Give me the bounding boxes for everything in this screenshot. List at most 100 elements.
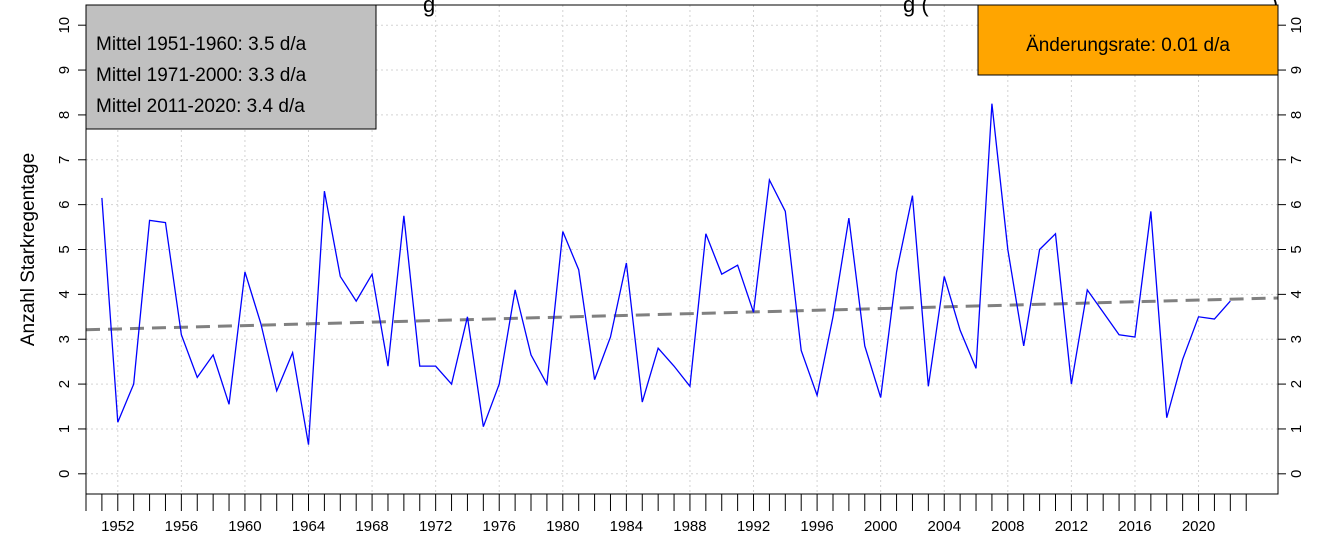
y-tick-label-right: 9 xyxy=(1288,66,1305,74)
data-point xyxy=(324,190,326,192)
data-point xyxy=(753,312,755,314)
title-fragment-left: g xyxy=(423,0,435,17)
y-tick-label-left: 10 xyxy=(56,17,73,34)
y-tick-label-left: 5 xyxy=(56,245,73,253)
data-point xyxy=(308,444,310,446)
data-point xyxy=(1007,249,1009,251)
data-point xyxy=(498,383,500,385)
y-tick-label-right: 7 xyxy=(1288,156,1305,164)
data-point xyxy=(165,222,167,224)
data-point xyxy=(181,334,183,336)
means-box-line: Mittel 2011-2020: 3.4 d/a xyxy=(96,96,305,117)
data-point xyxy=(1023,345,1025,347)
y-tick-label-right: 2 xyxy=(1288,380,1305,388)
data-point xyxy=(721,273,723,275)
data-point xyxy=(1150,211,1152,213)
x-tick-label: 2004 xyxy=(928,518,961,535)
y-tick-label-right: 4 xyxy=(1288,290,1305,298)
series-line xyxy=(101,103,1231,445)
data-point xyxy=(260,323,262,325)
y-tick-label-left: 0 xyxy=(56,470,73,478)
data-point xyxy=(705,233,707,235)
x-tick-label: 1984 xyxy=(610,518,643,535)
data-point xyxy=(991,103,993,105)
data-series xyxy=(101,103,1232,446)
data-point xyxy=(101,197,103,199)
data-point xyxy=(562,231,564,233)
data-point xyxy=(1182,359,1184,361)
data-point xyxy=(1230,300,1232,302)
data-point xyxy=(578,269,580,271)
data-point xyxy=(451,383,453,385)
x-tick-label: 1956 xyxy=(165,518,198,535)
x-tick-label: 1960 xyxy=(228,518,261,535)
data-point xyxy=(1071,383,1073,385)
data-point xyxy=(1166,417,1168,419)
data-point xyxy=(117,421,119,423)
data-point xyxy=(800,350,802,352)
data-point xyxy=(1134,336,1136,338)
data-point xyxy=(1198,316,1200,318)
data-point xyxy=(228,403,230,405)
data-point xyxy=(514,289,516,291)
y-tick-label-left: 1 xyxy=(56,425,73,433)
data-point xyxy=(864,345,866,347)
x-tick-label: 1992 xyxy=(737,518,770,535)
y-tick-label-left: 4 xyxy=(56,290,73,298)
means-box-line: Mittel 1971-2000: 3.3 d/a xyxy=(96,65,307,86)
x-tick-label: 2000 xyxy=(864,518,897,535)
x-tick-label: 2016 xyxy=(1118,518,1151,535)
x-tick-label: 1980 xyxy=(546,518,579,535)
y-tick-label-right: 1 xyxy=(1288,425,1305,433)
data-point xyxy=(896,271,898,273)
x-tick-label: 1972 xyxy=(419,518,452,535)
data-point xyxy=(1102,312,1104,314)
y-tick-label-right: 5 xyxy=(1288,245,1305,253)
data-point xyxy=(196,377,198,379)
y-tick-label-left: 7 xyxy=(56,156,73,164)
x-tick-label: 1968 xyxy=(355,518,388,535)
data-point xyxy=(371,273,373,275)
x-tick-label: 2020 xyxy=(1182,518,1215,535)
data-point xyxy=(657,347,659,349)
data-point xyxy=(1118,334,1120,336)
data-point xyxy=(435,365,437,367)
data-point xyxy=(610,336,612,338)
data-point xyxy=(769,179,771,181)
data-point xyxy=(959,329,961,331)
data-point xyxy=(276,390,278,392)
data-point xyxy=(975,368,977,370)
data-point xyxy=(626,262,628,264)
y-tick-label-right: 8 xyxy=(1288,111,1305,119)
data-point xyxy=(928,386,930,388)
means-box-background xyxy=(85,4,377,130)
trend-dashed-line xyxy=(85,296,1279,332)
data-point xyxy=(419,365,421,367)
data-point xyxy=(673,365,675,367)
data-point xyxy=(1039,249,1041,251)
y-tick-label-left: 8 xyxy=(56,111,73,119)
x-tick-label: 1988 xyxy=(673,518,706,535)
data-point xyxy=(292,352,294,354)
data-point xyxy=(467,316,469,318)
y-tick-label-left: 2 xyxy=(56,380,73,388)
data-point xyxy=(816,395,818,397)
data-point xyxy=(912,195,914,197)
data-point xyxy=(483,426,485,428)
data-point xyxy=(387,365,389,367)
y-axis-left: 0 1 2 3 4 5 6 7 8 9 10 xyxy=(56,17,86,478)
data-point xyxy=(546,383,548,385)
data-point xyxy=(737,264,739,266)
data-point xyxy=(943,276,945,278)
data-point xyxy=(594,379,596,381)
y-tick-label-left: 3 xyxy=(56,335,73,343)
data-point xyxy=(785,211,787,213)
data-point xyxy=(403,215,405,217)
data-point xyxy=(339,276,341,278)
trend-line xyxy=(85,296,1279,332)
rate-box-background xyxy=(977,4,1279,76)
y-tick-label-right: 0 xyxy=(1288,470,1305,478)
data-point xyxy=(689,386,691,388)
data-point xyxy=(212,354,214,356)
